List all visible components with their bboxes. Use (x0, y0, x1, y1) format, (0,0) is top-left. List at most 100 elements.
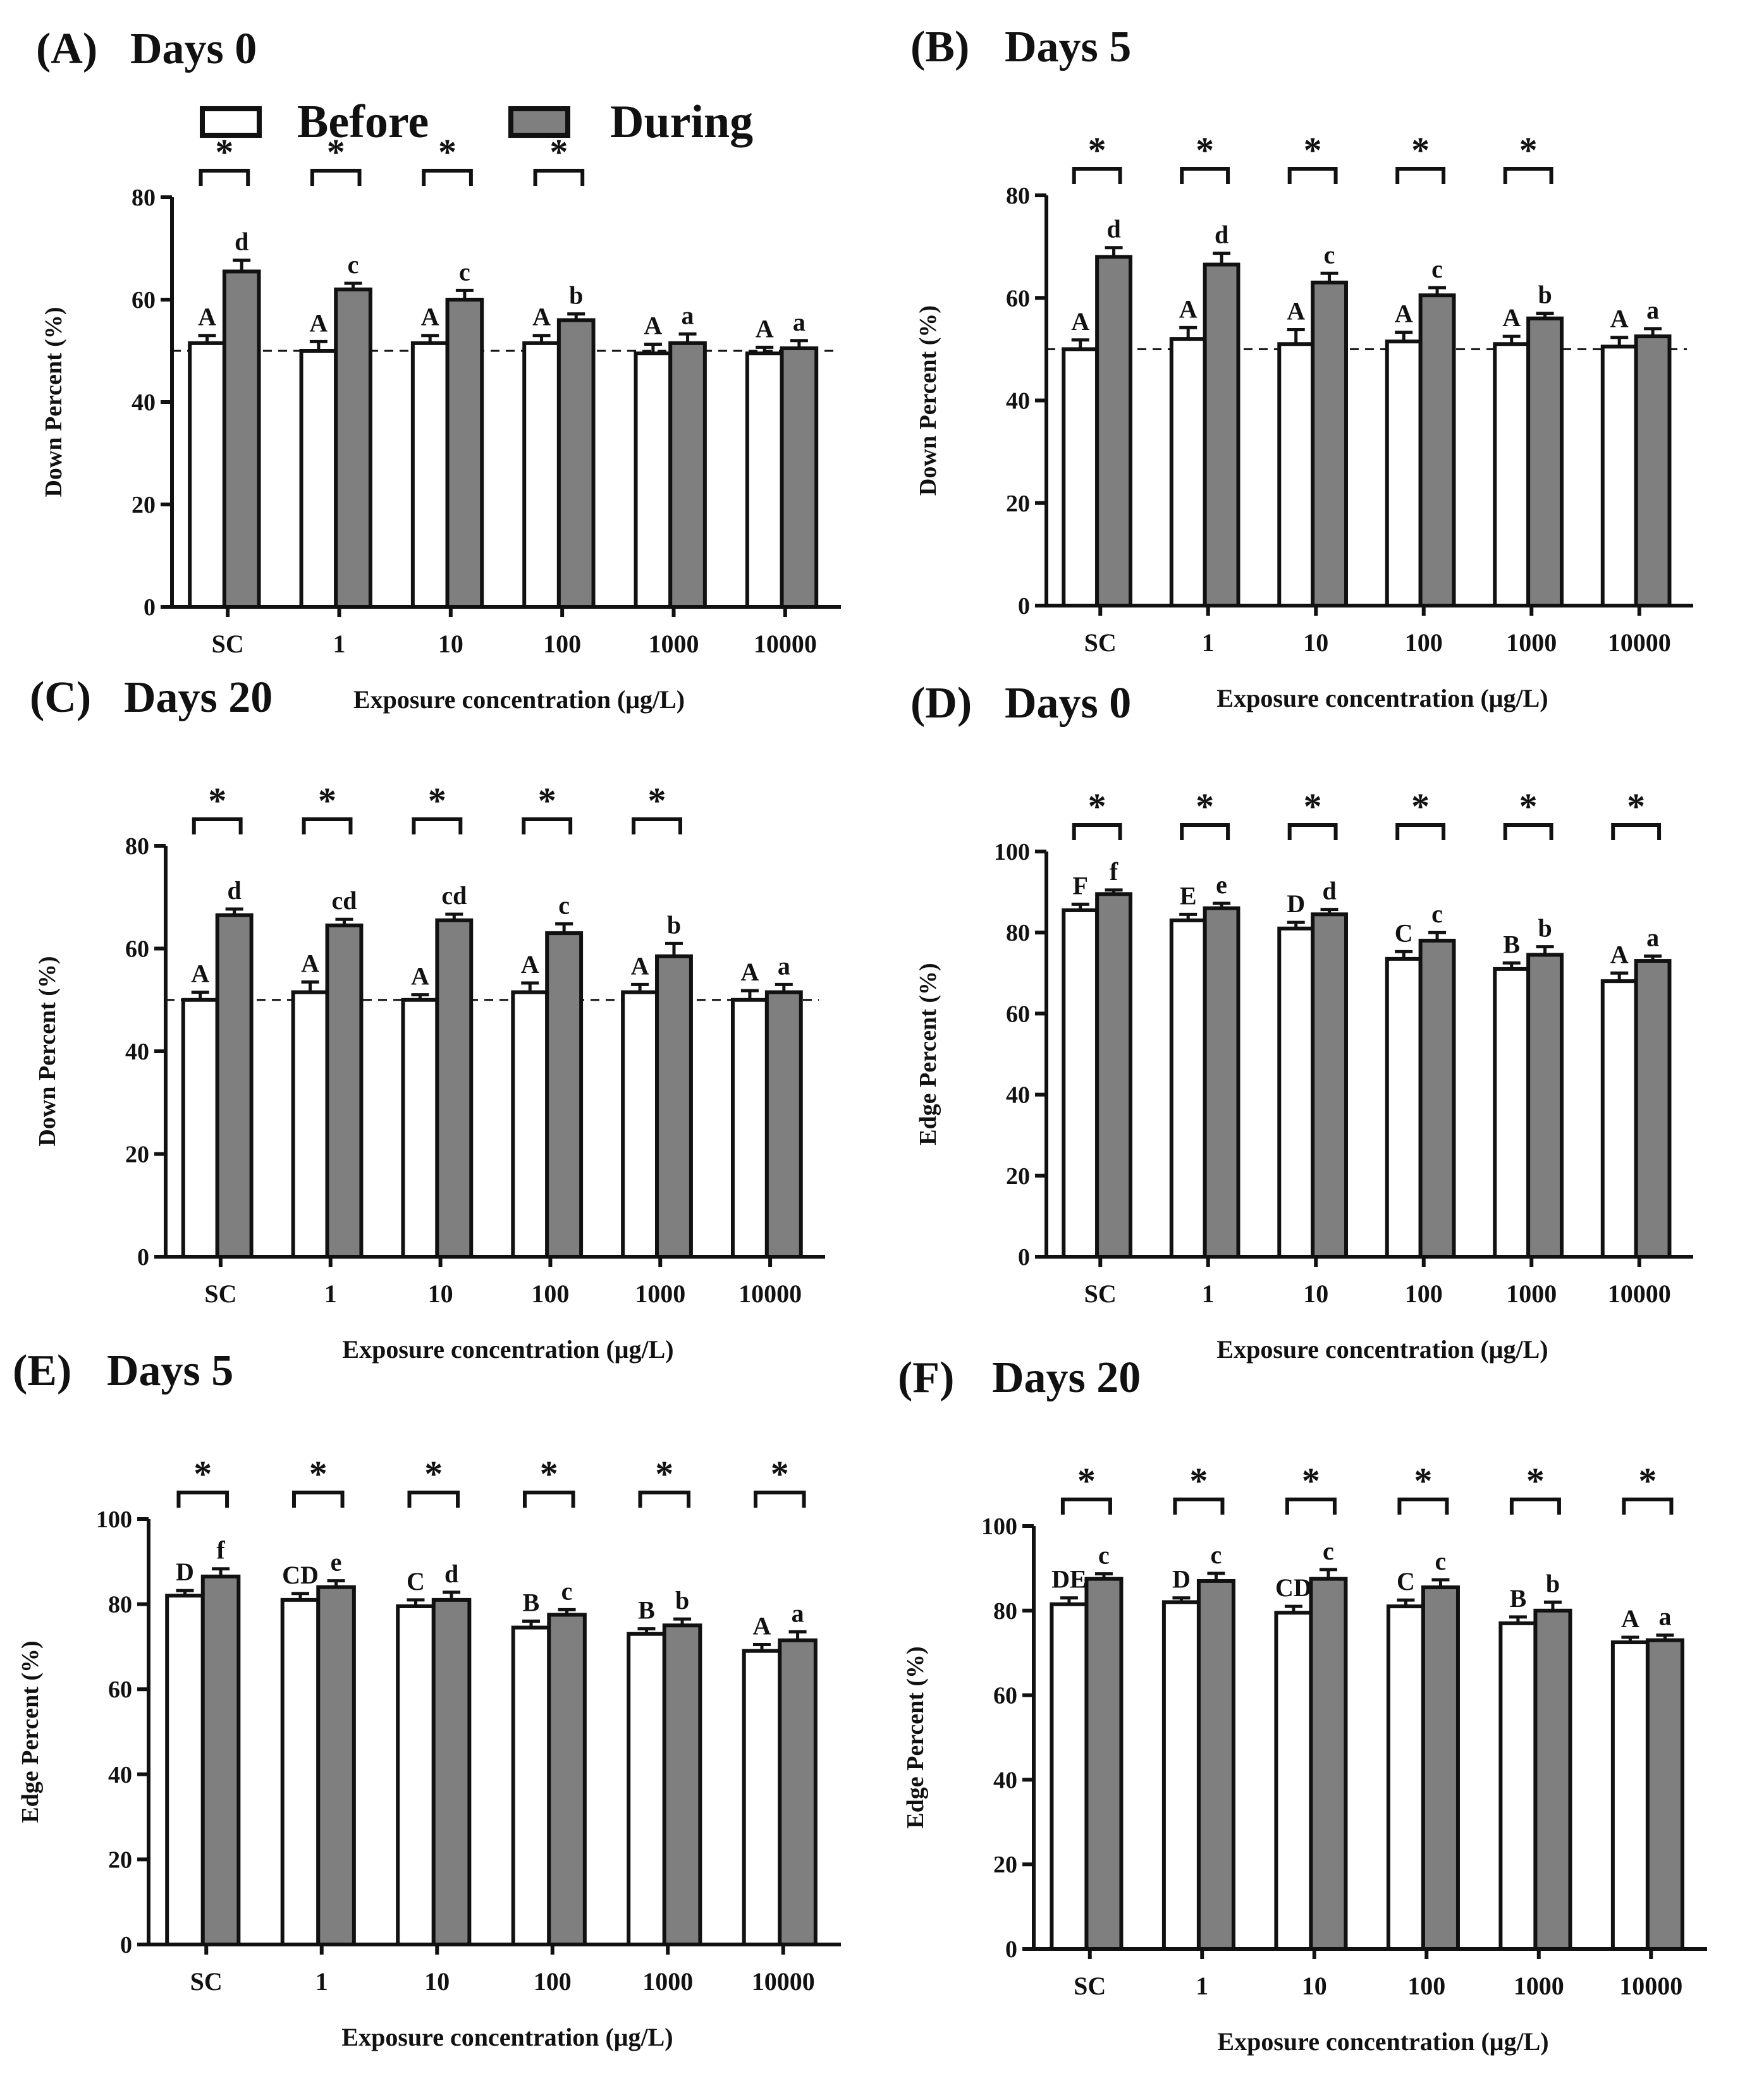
y-tick-label: 80 (132, 185, 156, 211)
bar-before (1600, 979, 1638, 1259)
y-axis-label: Edge Percent (%) (915, 963, 941, 1145)
significance-star: * (1411, 130, 1430, 171)
bar-before (730, 998, 769, 1259)
y-tick-label: 100 (981, 1513, 1017, 1540)
bar-during (655, 954, 693, 1259)
significance-letter: d (1215, 221, 1228, 249)
x-tick-label: 1000 (1506, 628, 1557, 657)
y-tick-label: 0 (144, 594, 156, 621)
significance-star: * (1638, 1460, 1657, 1501)
bar-before (1050, 1602, 1089, 1951)
y-tick-label: 60 (125, 936, 149, 963)
significance-bracket (199, 169, 250, 186)
significance-letter: A (1610, 940, 1629, 968)
x-tick-label: 100 (1405, 628, 1443, 657)
bar-during (556, 318, 596, 609)
significance-letter: A (1179, 295, 1198, 323)
y-axis-label: Edge Percent (%) (17, 1640, 44, 1822)
significance-letter: d (228, 876, 242, 905)
significance-bracket (522, 1491, 575, 1508)
significance-star: * (309, 1453, 328, 1494)
x-tick-label: 1 (1196, 1972, 1208, 2000)
bar-before (1169, 337, 1207, 608)
bar-before (401, 998, 439, 1259)
y-tick-label: 80 (108, 1592, 132, 1618)
y-tick-label: 40 (132, 389, 156, 416)
significance-letter: A (1610, 305, 1629, 333)
significance-letter: cd (441, 881, 467, 910)
bar-during (215, 913, 254, 1259)
significance-bracket (1395, 167, 1446, 184)
significance-star: * (215, 131, 233, 173)
x-tick-label: 1 (333, 630, 346, 658)
significance-letter: DE (1051, 1565, 1087, 1594)
y-tick-label: 20 (108, 1847, 132, 1873)
y-tick-label: 0 (1005, 1936, 1017, 1963)
bar-during (545, 931, 584, 1259)
chart-panel-4: (D) Days 0 0 20 40 60 80 100 Edge Percent (%) Exp… (910, 679, 1693, 1364)
y-tick-label: 60 (993, 1683, 1017, 1709)
x-tick-label: 1 (324, 1279, 337, 1308)
bar-before (1386, 1604, 1425, 1951)
bar-during (431, 1597, 472, 1947)
y-tick-label: 80 (1006, 183, 1030, 209)
bar-before (1385, 956, 1423, 1259)
bar-during (334, 287, 372, 609)
significance-letter: c (459, 257, 470, 286)
bar-during (764, 990, 803, 1259)
significance-letter: A (309, 308, 328, 337)
y-axis-label: Down Percent (%) (40, 307, 67, 497)
x-tick-label: 100 (531, 1279, 569, 1308)
panel-title: Days 5 (107, 1346, 233, 1395)
significance-bracket (302, 817, 353, 834)
significance-bracket (1287, 167, 1338, 184)
significance-star: * (327, 131, 345, 173)
x-tick-label: 10000 (1608, 628, 1671, 657)
significance-letter: C (1395, 919, 1413, 947)
legend: Before During (200, 96, 753, 148)
bar-before (621, 990, 659, 1259)
significance-letter: D (1287, 889, 1305, 918)
significance-star: * (208, 780, 226, 821)
panel-title: Days 20 (124, 673, 273, 722)
significance-bracket (422, 169, 473, 186)
chart-panel-6: (F) Days 20 0 20 40 60 80 100 Edge Percent (%) Ex… (898, 1353, 1707, 2056)
y-tick-label: 100 (994, 839, 1030, 865)
y-tick-label: 60 (108, 1676, 132, 1703)
bar-during (1526, 316, 1564, 607)
y-tick-label: 80 (993, 1598, 1017, 1625)
bar-before (291, 990, 329, 1259)
y-tick-label: 20 (1006, 1163, 1030, 1190)
significance-letter: a (1658, 1602, 1671, 1631)
panel-label: (D) (910, 679, 972, 728)
significance-letter: A (198, 303, 216, 331)
bar-during (1418, 939, 1456, 1259)
significance-bracket (638, 1491, 691, 1508)
significance-letter: cd (331, 886, 357, 915)
significance-letter: A (740, 958, 759, 986)
significance-letter: A (1287, 297, 1305, 326)
bar-before (511, 1625, 551, 1946)
significance-bracket (310, 169, 362, 186)
significance-star: * (424, 1453, 443, 1494)
significance-star: * (1526, 1460, 1545, 1501)
y-tick-label: 0 (1018, 593, 1030, 620)
x-tick-label: 10000 (1608, 1279, 1671, 1308)
significance-letter: c (348, 250, 359, 279)
significance-letter: F (1072, 871, 1087, 900)
significance-bracket (1072, 823, 1122, 840)
x-axis-label: Exposure concentration (μg/L) (342, 1335, 673, 1364)
significance-bracket (176, 1491, 230, 1508)
panel-title: Days 0 (1005, 679, 1131, 728)
significance-letter: CD (282, 1561, 319, 1589)
bar-before (1274, 1611, 1313, 1951)
significance-letter: a (1646, 923, 1659, 951)
bar-before (1600, 345, 1638, 607)
y-tick-label: 80 (125, 833, 149, 860)
significance-star: * (648, 780, 666, 821)
significance-bracket (1395, 823, 1446, 840)
y-tick-label: 40 (108, 1762, 132, 1788)
significance-star: * (1302, 1460, 1320, 1501)
significance-bracket (1285, 1498, 1337, 1515)
x-tick-label: 10000 (754, 630, 817, 658)
